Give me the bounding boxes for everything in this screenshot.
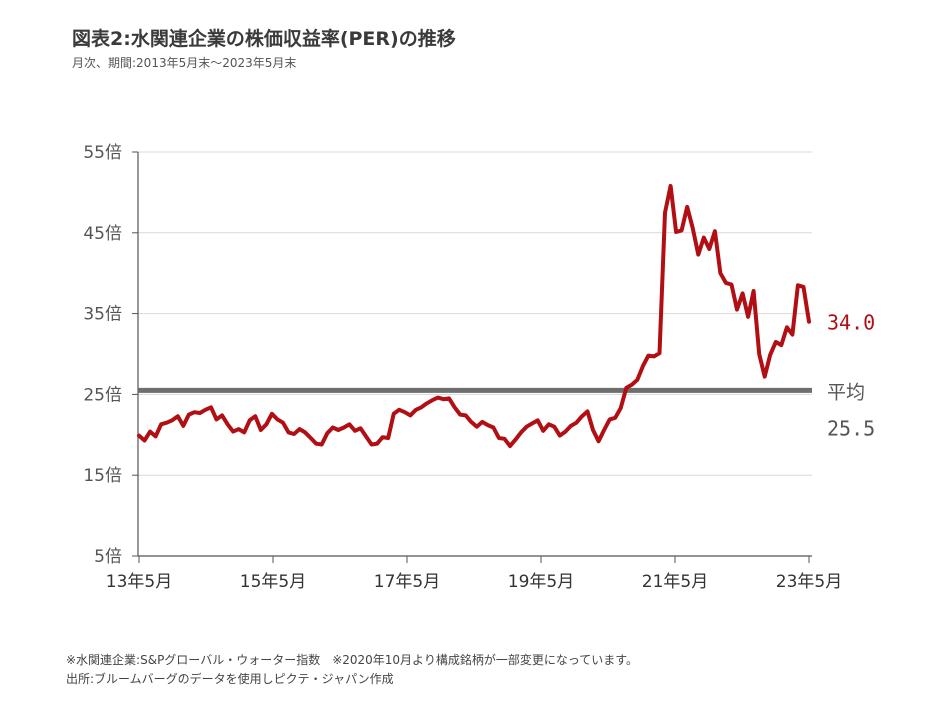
axes [137,152,812,557]
per-line-chart: 5倍 15倍 25倍 35倍 45倍 55倍 13年5月 15年5月 17年5月 19年5月 21… [83,143,875,592]
y-tick-label: 5倍 [94,547,122,567]
y-tick-label: 15倍 [83,466,122,486]
average-value: 25.5 [827,416,875,440]
y-tick-label: 45倍 [83,224,122,244]
x-tick-label: 21年5月 [642,572,708,592]
y-tick-labels: 5倍 15倍 25倍 35倍 45倍 55倍 [83,143,122,567]
y-tick-label: 25倍 [83,385,122,405]
x-tick-label: 17年5月 [374,572,440,592]
x-tick-label: 23年5月 [776,572,842,592]
grid-lines [132,151,812,557]
chart-subtitle: 月次、期間:2013年5月末〜2023年5月末 [72,56,297,70]
average-group: 平均 25.5 [138,381,875,440]
x-tick-label: 19年5月 [508,572,574,592]
y-tick-label: 55倍 [83,143,122,163]
y-tick-label: 35倍 [83,305,122,325]
per-series-line [137,183,811,449]
footnotes: ※水関連企業:S&Pグローバル・ウォーター指数 ※2020年10月より構成銘柄が… [66,651,638,689]
average-label: 平均 [827,381,865,403]
footnote-index: ※水関連企業:S&Pグローバル・ウォーター指数 ※2020年10月より構成銘柄が… [66,653,639,667]
x-tick-label: 15年5月 [240,572,306,592]
x-tick-label: 13年5月 [106,572,172,592]
chart-title: 図表2:水関連企業の株価収益率(PER)の推移 [72,28,456,50]
footnote-source: 出所:ブルームバーグのデータを使用しピクテ・ジャパン作成 [66,672,394,686]
series-group: 34.0 [137,183,875,449]
end-value-label: 34.0 [827,311,875,335]
x-tick-labels: 13年5月 15年5月 17年5月 19年5月 21年5月 23年5月 [106,556,842,592]
